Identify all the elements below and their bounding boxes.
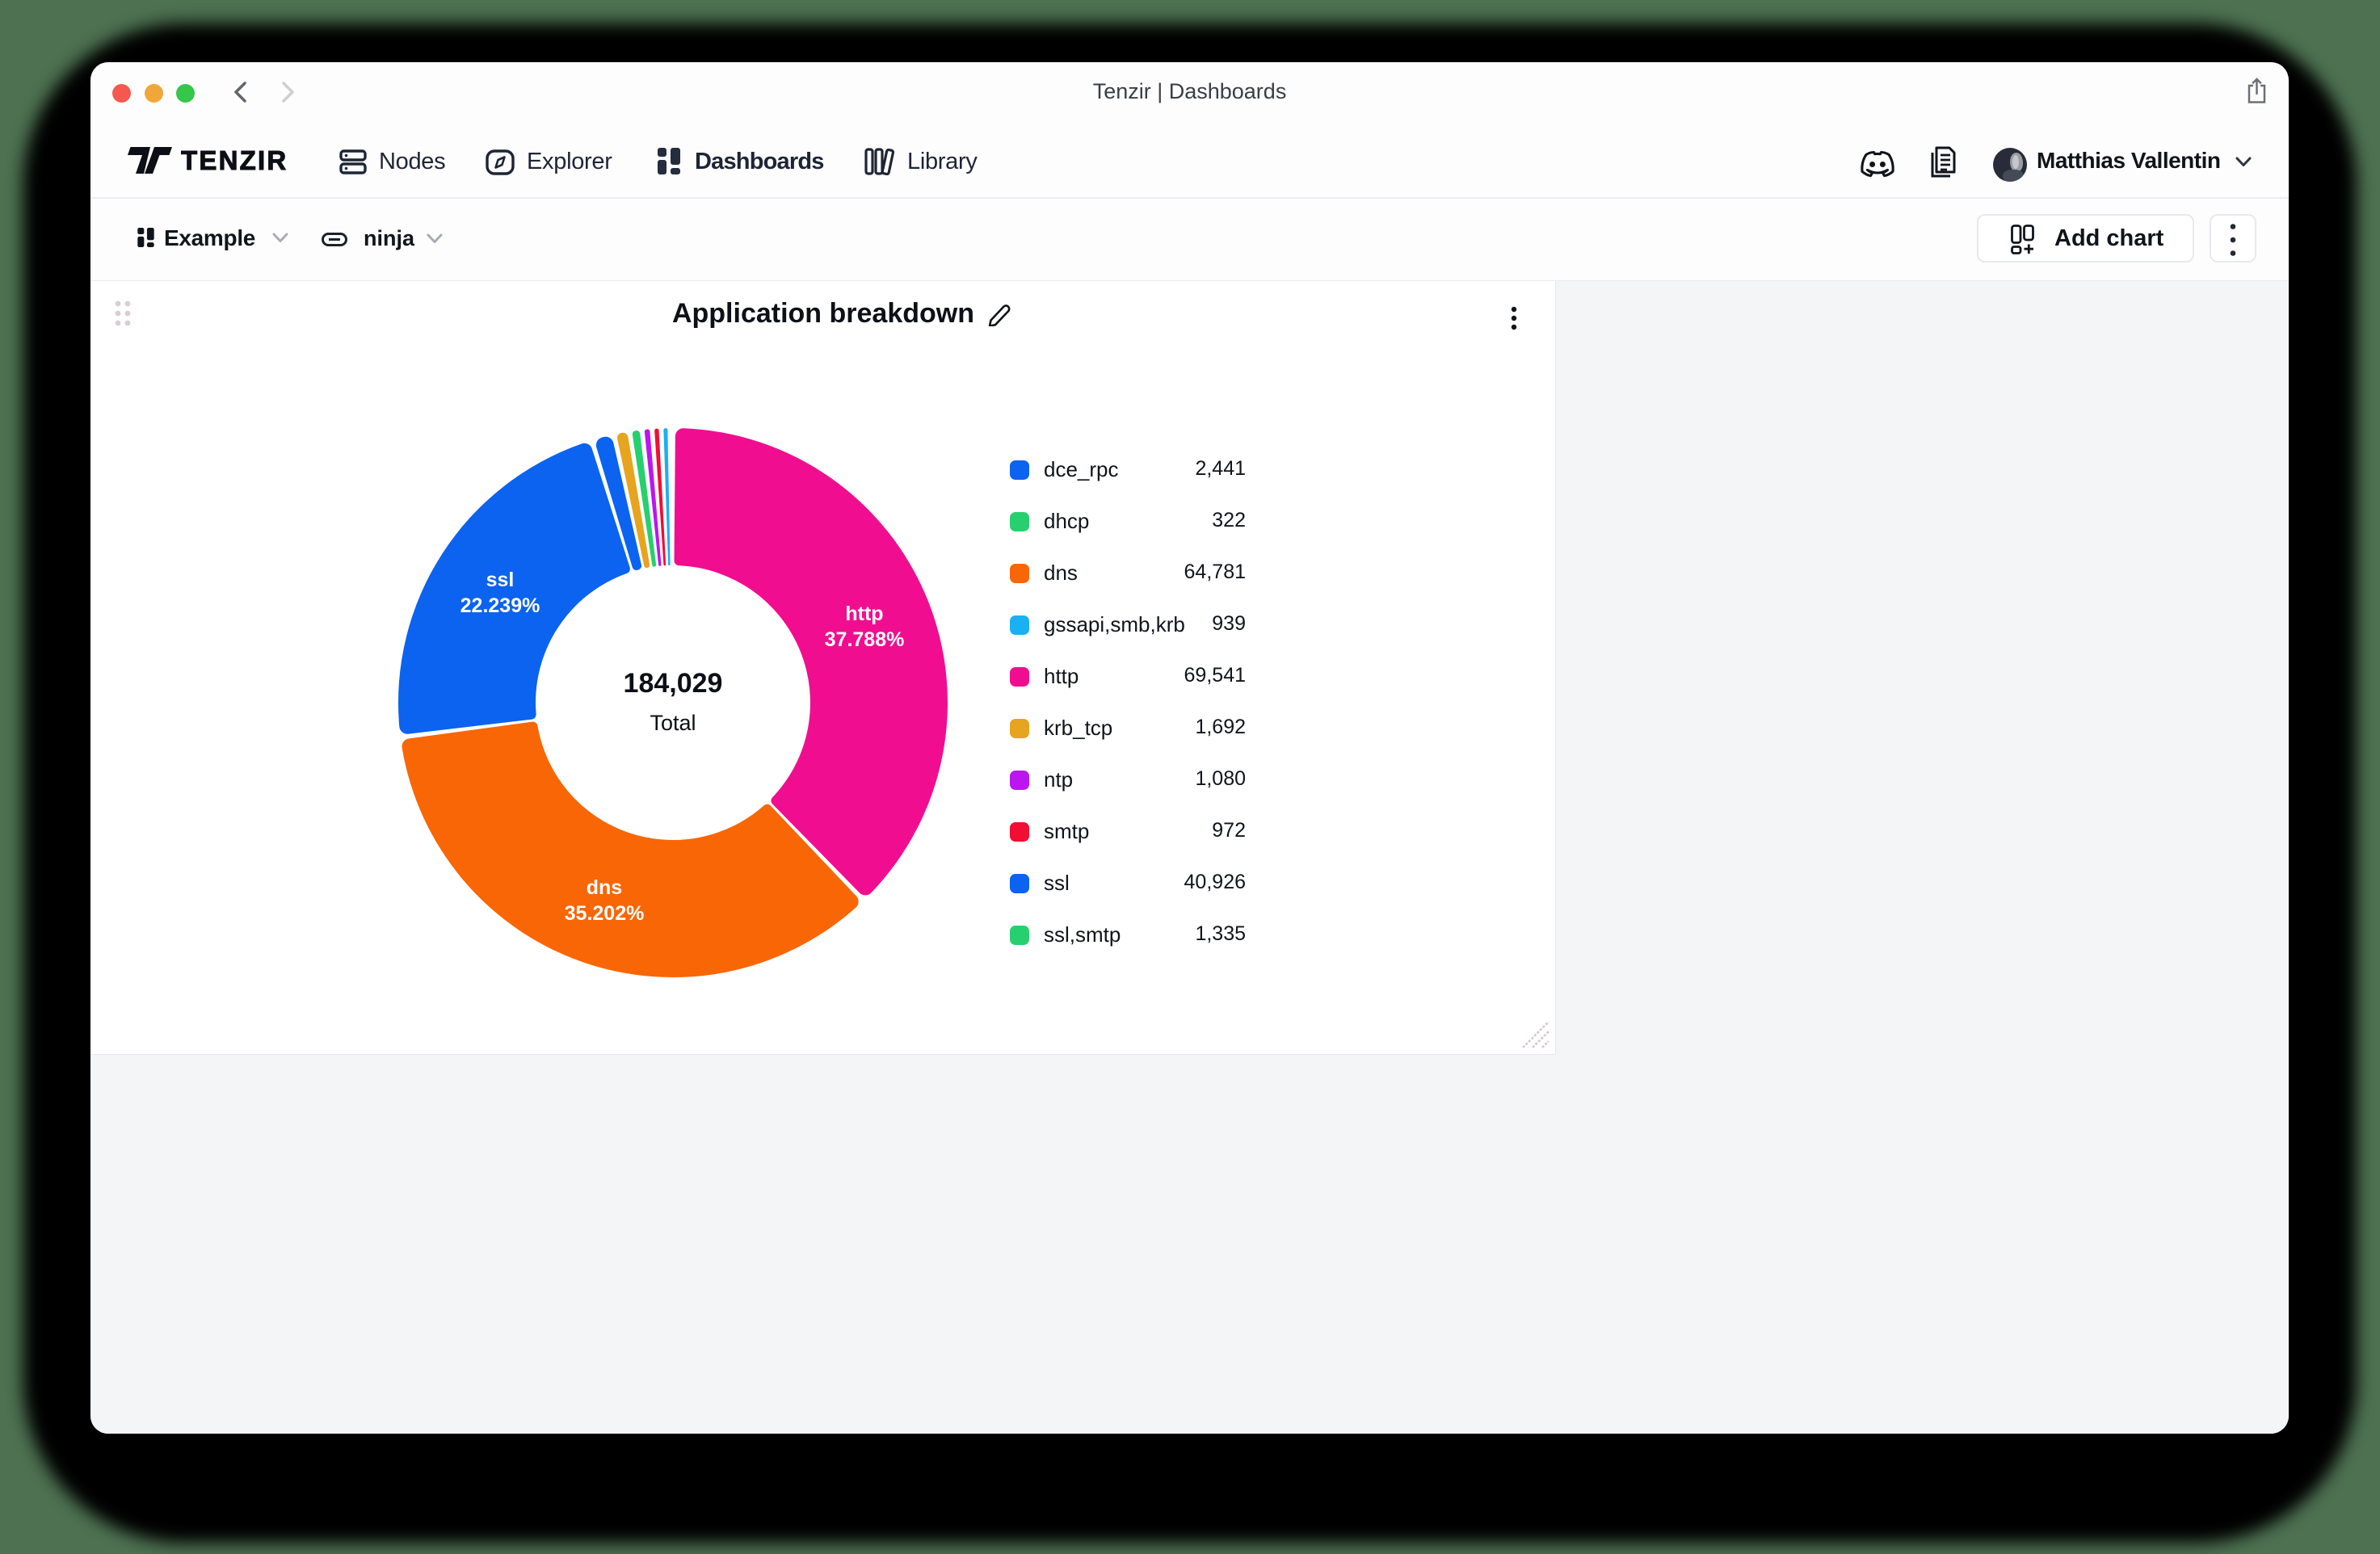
svg-text:37.788%: 37.788% [825, 628, 905, 651]
svg-text:35.202%: 35.202% [565, 902, 645, 925]
svg-text:ssl: ssl [486, 569, 515, 591]
svg-text:dns: dns [587, 876, 622, 899]
svg-text:184,029: 184,029 [624, 668, 723, 699]
svg-text:22.239%: 22.239% [460, 594, 540, 617]
svg-text:Total: Total [650, 711, 696, 735]
svg-text:http: http [845, 603, 883, 625]
svg-text:TENZIR: TENZIR [181, 145, 288, 175]
